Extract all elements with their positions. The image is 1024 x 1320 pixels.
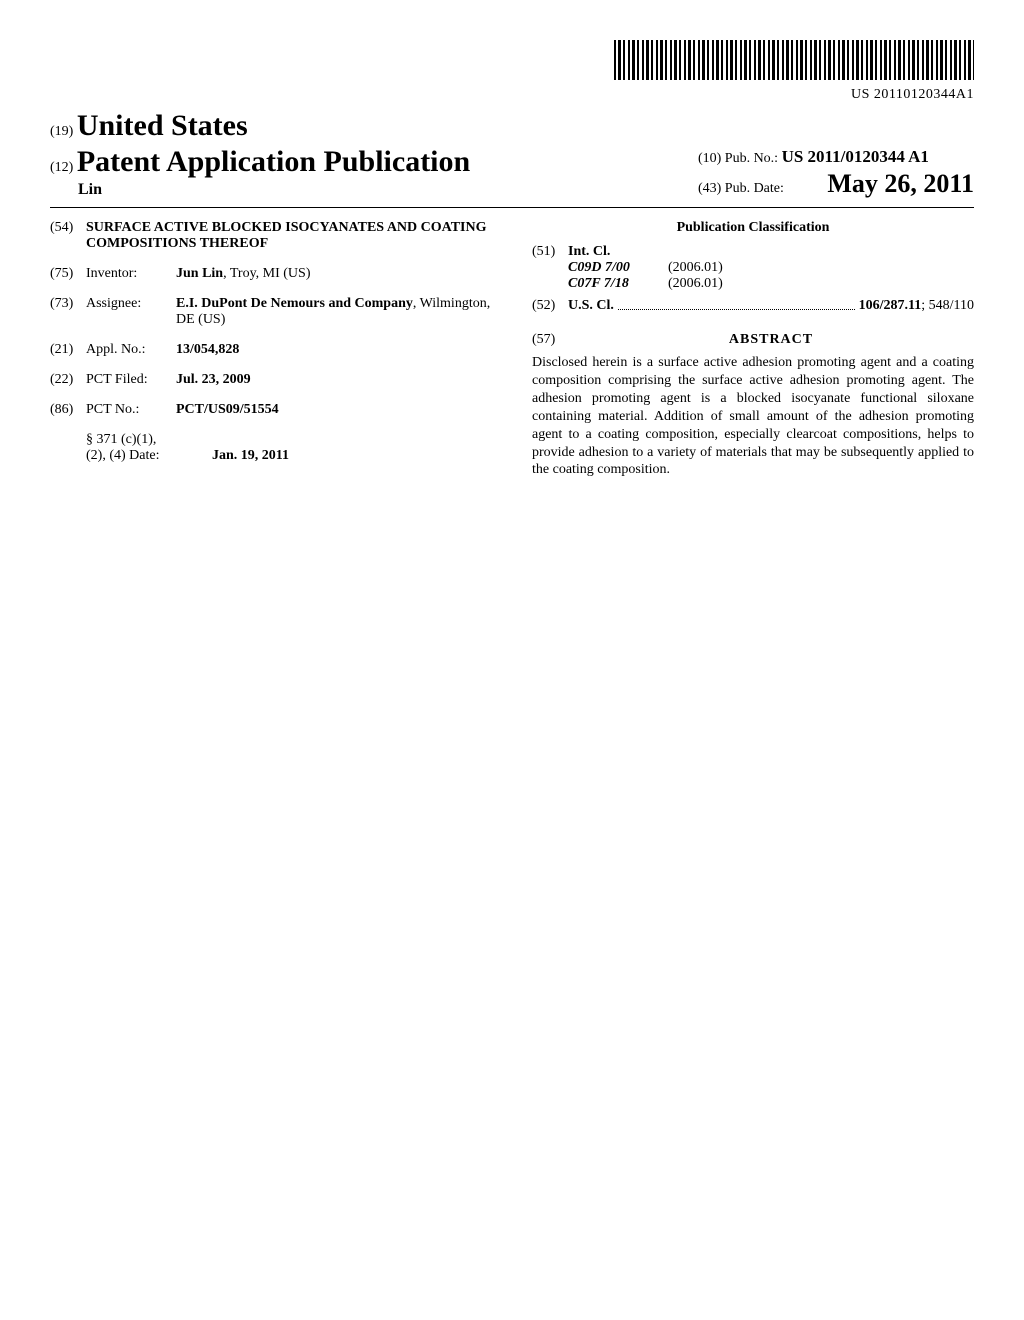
header-right: (10) Pub. No.: US 2011/0120344 A1 (43) P… xyxy=(698,147,974,199)
pubno-label: Pub. No.: xyxy=(725,151,778,166)
right-column: Publication Classification (51) Int. Cl.… xyxy=(532,220,974,479)
body-columns: (54) SURFACE ACTIVE BLOCKED ISOCYANATES … xyxy=(50,220,974,479)
left-column: (54) SURFACE ACTIVE BLOCKED ISOCYANATES … xyxy=(50,220,492,479)
inventor-row: (75) Inventor: Jun Lin, Troy, MI (US) xyxy=(50,266,492,282)
header: (19) United States (12) Patent Applicati… xyxy=(50,109,974,199)
pub-title-line: (12) Patent Application Publication xyxy=(50,145,470,179)
country-name: United States xyxy=(77,109,248,142)
inventor-value: Jun Lin, Troy, MI (US) xyxy=(176,266,492,282)
abstract-code: (57) xyxy=(532,332,568,348)
pubclass-header: Publication Classification xyxy=(532,220,974,236)
s371-l1: § 371 (c)(1), xyxy=(86,432,156,447)
intcl-item-0: C09D 7/00 (2006.01) xyxy=(532,260,974,276)
pubdate-value: May 26, 2011 xyxy=(827,169,974,198)
inventor-code: (75) xyxy=(50,266,86,282)
assignee-label: Assignee: xyxy=(86,296,176,312)
applno-row: (21) Appl. No.: 13/054,828 xyxy=(50,342,492,358)
country-code: (19) xyxy=(50,124,73,139)
uscl-dots xyxy=(618,298,855,310)
abstract-header: ABSTRACT xyxy=(568,332,974,348)
intcl-item-1: C07F 7/18 (2006.01) xyxy=(532,276,974,292)
uscl-label: U.S. Cl. xyxy=(568,298,614,314)
intcl-ver-1: (2006.01) xyxy=(668,276,723,292)
pubdate-line: (43) Pub. Date: May 26, 2011 xyxy=(698,169,974,199)
intcl-label: Int. Cl. xyxy=(568,244,628,260)
intcl-sym-0: C09D 7/00 xyxy=(568,260,668,276)
header-left: (19) United States (12) Patent Applicati… xyxy=(50,109,470,199)
assignee-row: (73) Assignee: E.I. DuPont De Nemours an… xyxy=(50,296,492,328)
divider xyxy=(50,207,974,208)
intcl-ver-0: (2006.01) xyxy=(668,260,723,276)
s371-l2: (2), (4) Date: xyxy=(86,448,159,463)
title-code: (54) xyxy=(50,220,86,236)
inventor-name: Jun Lin xyxy=(176,266,223,281)
abstract-body: Disclosed herein is a surface active adh… xyxy=(532,354,974,479)
intcl-sym-1: C07F 7/18 xyxy=(568,276,668,292)
s371-row: § 371 (c)(1), (2), (4) Date: Jan. 19, 20… xyxy=(50,432,492,464)
s371-date: Jan. 19, 2011 xyxy=(212,448,492,464)
pctfiled-label: PCT Filed: xyxy=(86,372,176,388)
pctfiled-row: (22) PCT Filed: Jul. 23, 2009 xyxy=(50,372,492,388)
invention-title: SURFACE ACTIVE BLOCKED ISOCYANATES AND C… xyxy=(86,220,492,252)
s371-label: § 371 (c)(1), (2), (4) Date: xyxy=(86,432,212,464)
pubno-line: (10) Pub. No.: US 2011/0120344 A1 xyxy=(698,147,974,167)
pctno-row: (86) PCT No.: PCT/US09/51554 xyxy=(50,402,492,418)
pctno-code: (86) xyxy=(50,402,86,418)
barcode-graphic xyxy=(614,40,974,80)
pctno-value: PCT/US09/51554 xyxy=(176,402,492,418)
uscl-row: (52) U.S. Cl. 106/287.11; 548/110 xyxy=(532,298,974,314)
pubdate-label: Pub. Date: xyxy=(725,181,784,196)
pub-title: Patent Application Publication xyxy=(77,145,470,178)
applno-value: 13/054,828 xyxy=(176,342,492,358)
applno-label: Appl. No.: xyxy=(86,342,176,358)
uscl-values: 106/287.11; 548/110 xyxy=(859,298,974,314)
intcl-row: (51) Int. Cl. xyxy=(532,244,974,260)
barcode-number: US 20110120344A1 xyxy=(50,87,974,103)
applno-code: (21) xyxy=(50,342,86,358)
pctfiled-code: (22) xyxy=(50,372,86,388)
country-line: (19) United States xyxy=(50,109,470,143)
barcode-region: US 20110120344A1 xyxy=(50,40,974,103)
assignee-name: E.I. DuPont De Nemours and Company xyxy=(176,296,413,311)
inventor-label: Inventor: xyxy=(86,266,176,282)
inventor-loc: , Troy, MI (US) xyxy=(223,266,310,281)
abstract-header-row: (57) ABSTRACT xyxy=(532,322,974,354)
uscl-code: (52) xyxy=(532,298,568,314)
author-line: Lin xyxy=(50,181,470,199)
pubno-code: (10) xyxy=(698,151,721,166)
assignee-code: (73) xyxy=(50,296,86,312)
assignee-value: E.I. DuPont De Nemours and Company, Wilm… xyxy=(176,296,492,328)
uscl-rest: ; 548/110 xyxy=(921,298,974,313)
pubdate-code: (43) xyxy=(698,181,721,196)
uscl-main: 106/287.11 xyxy=(859,298,922,313)
pctno-label: PCT No.: xyxy=(86,402,176,418)
pub-code: (12) xyxy=(50,160,73,175)
title-row: (54) SURFACE ACTIVE BLOCKED ISOCYANATES … xyxy=(50,220,492,252)
pubno-value: US 2011/0120344 A1 xyxy=(782,147,929,166)
intcl-code: (51) xyxy=(532,244,568,260)
pctfiled-value: Jul. 23, 2009 xyxy=(176,372,492,388)
